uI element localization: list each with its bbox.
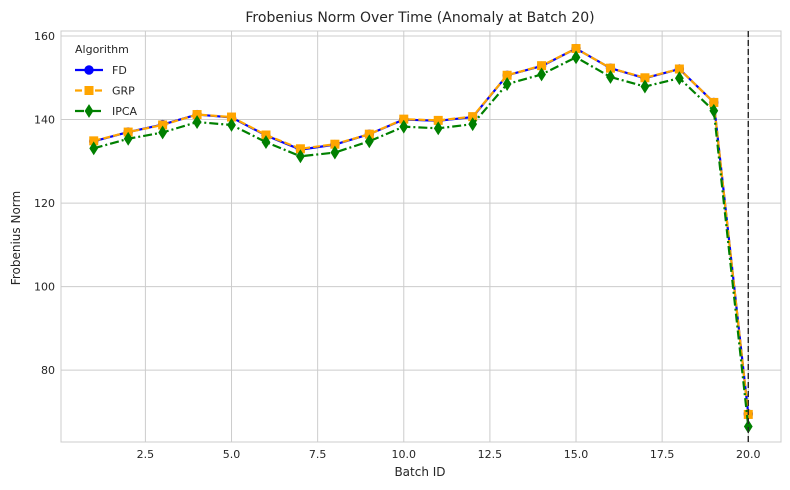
x-tick-label: 5.0 <box>223 448 241 461</box>
legend-marker <box>84 104 94 118</box>
data-point-ipca <box>399 119 409 134</box>
y-tick-label: 140 <box>34 114 55 127</box>
data-point-ipca <box>192 115 202 129</box>
x-tick-label: 17.5 <box>650 448 675 461</box>
x-tick-label: 10.0 <box>392 448 417 461</box>
ticks: 2.5 5.0 7.5 10.0 12.5 15.0 17.5 20.0 80 100 120 140… <box>34 30 761 461</box>
data-point-ipca <box>571 50 581 65</box>
y-tick-label: 160 <box>34 30 55 43</box>
data-point-ipca <box>227 118 236 132</box>
legend-label-grp: GRP <box>112 85 135 98</box>
legend-label-ipca: IPCA <box>112 105 138 118</box>
x-tick-label: 15.0 <box>564 448 589 461</box>
plot-frame <box>60 30 782 443</box>
y-tick-label: 120 <box>34 197 55 210</box>
legend-title: Algorithm <box>75 43 129 56</box>
series-ipca <box>89 50 753 434</box>
x-tick-label: 12.5 <box>478 448 503 461</box>
data-point-ipca <box>296 149 305 164</box>
data-point-ipca <box>640 79 650 94</box>
data-point-ipca <box>123 131 133 146</box>
data-point-ipca <box>158 125 168 140</box>
data-point-ipca <box>364 134 374 149</box>
data-point-ipca <box>433 121 443 136</box>
data-point-ipca <box>537 67 546 82</box>
data-point-ipca <box>330 145 340 160</box>
x-tick-label: 2.5 <box>137 448 155 461</box>
data-point-ipca <box>502 77 512 91</box>
series-layer <box>89 31 753 442</box>
x-axis-label: Batch ID <box>394 465 445 479</box>
series-line-grp <box>93 47 750 415</box>
data-point-ipca <box>674 71 684 86</box>
series-line-ipca <box>93 56 750 427</box>
data-point-ipca <box>89 141 99 156</box>
legend-marker <box>84 86 94 95</box>
legend: Algorithm FD GRP IPCA <box>75 43 138 118</box>
data-point-ipca <box>606 70 615 84</box>
y-tick-label: 100 <box>34 281 55 294</box>
y-axis-label: Frobenius Norm <box>9 191 23 285</box>
data-point-ipca <box>261 135 271 150</box>
chart-title: Frobenius Norm Over Time (Anomaly at Bat… <box>245 10 594 26</box>
x-tick-label: 20.0 <box>736 448 761 461</box>
x-tick-label: 7.5 <box>309 448 327 461</box>
data-point-ipca <box>709 103 719 118</box>
legend-label-fd: FD <box>112 64 127 77</box>
plot-area <box>61 31 781 442</box>
legend-marker <box>84 65 94 75</box>
data-point-ipca <box>468 117 478 132</box>
y-tick-label: 80 <box>41 364 55 377</box>
